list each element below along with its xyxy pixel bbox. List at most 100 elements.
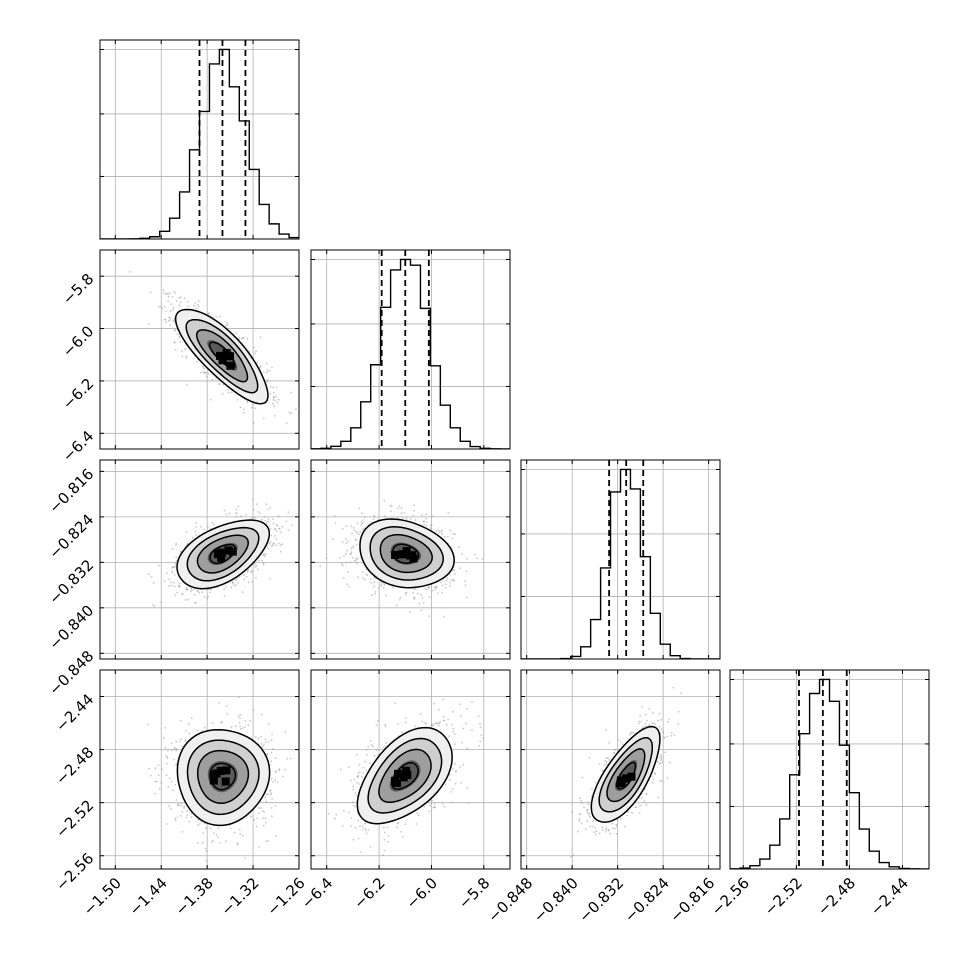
sample-point — [178, 297, 181, 299]
scatter-panel-1-0 — [99, 249, 300, 450]
contour-line — [391, 762, 419, 790]
sample-point — [165, 755, 167, 757]
sample-point — [174, 349, 177, 351]
sample-point — [664, 751, 666, 754]
sample-point — [413, 509, 415, 512]
sample-point — [357, 776, 359, 778]
sample-point — [181, 355, 184, 358]
sample-point — [409, 610, 411, 613]
sample-point — [230, 391, 233, 394]
sample-point — [587, 803, 590, 806]
sample-point — [354, 826, 357, 829]
sample-point — [601, 826, 604, 829]
sample-point — [452, 727, 455, 730]
sample-point — [431, 725, 434, 727]
sample-point — [466, 787, 469, 790]
sample-point — [265, 821, 268, 824]
contour-line — [369, 526, 444, 581]
sample-point — [257, 812, 260, 815]
sample-point — [256, 503, 258, 506]
y-tick-label: −6.4 — [59, 427, 97, 465]
sample-point — [357, 576, 360, 579]
sample-point — [441, 584, 444, 587]
sample-point — [185, 816, 188, 819]
sample-point — [476, 557, 478, 560]
density-peak — [215, 549, 224, 558]
sample-point — [179, 719, 182, 722]
sample-point — [266, 362, 268, 365]
sample-point — [158, 564, 161, 567]
panel-content — [730, 670, 929, 869]
sample-point — [194, 302, 197, 304]
sample-point — [352, 526, 355, 529]
sample-point — [226, 324, 229, 326]
sample-point — [367, 745, 370, 748]
sample-point — [348, 586, 350, 588]
sample-point — [461, 741, 463, 744]
sample-point — [425, 513, 428, 516]
density-peak — [622, 774, 631, 783]
sample-point — [375, 749, 378, 751]
sample-point — [223, 595, 226, 597]
sample-point — [432, 723, 434, 726]
sample-point — [619, 741, 622, 743]
sample-point — [187, 300, 189, 303]
sample-point — [246, 401, 249, 404]
sample-point — [253, 346, 255, 349]
sample-point — [174, 819, 177, 821]
sample-point — [447, 718, 450, 721]
sample-point — [401, 516, 404, 519]
sample-point — [623, 825, 626, 828]
sample-point — [239, 833, 242, 836]
sample-point — [642, 725, 645, 728]
sample-point — [608, 741, 611, 744]
y-tick-label: −0.840 — [45, 601, 97, 653]
sample-point — [272, 386, 275, 389]
sample-point — [171, 547, 174, 550]
sample-point — [585, 828, 587, 830]
sample-point — [254, 516, 257, 519]
sample-point — [290, 391, 293, 394]
sample-point — [175, 300, 178, 303]
sample-point — [268, 370, 271, 372]
sample-point — [232, 583, 234, 585]
sample-point — [465, 570, 468, 573]
sample-point — [651, 781, 654, 784]
y-tick-label: −0.824 — [45, 510, 97, 562]
sample-point — [334, 522, 337, 524]
sample-point — [441, 533, 443, 535]
sample-point — [205, 850, 208, 852]
sample-point — [168, 777, 171, 780]
panel-content — [100, 250, 299, 449]
density-peak — [222, 349, 231, 357]
sample-point — [346, 549, 349, 552]
sample-point — [262, 744, 265, 747]
sample-point — [271, 366, 273, 369]
sample-point — [225, 513, 228, 516]
sample-point — [193, 304, 196, 307]
sample-point — [211, 378, 214, 381]
sample-point — [386, 826, 389, 829]
contour-line — [392, 543, 420, 564]
sample-point — [608, 759, 610, 761]
sample-point — [429, 804, 431, 807]
sample-point — [266, 380, 268, 383]
sample-point — [278, 768, 281, 770]
sample-point — [269, 790, 272, 792]
sample-point — [247, 581, 250, 584]
sample-point — [252, 422, 255, 424]
sample-point — [265, 741, 267, 744]
sample-point — [453, 743, 456, 745]
scatter-panel-2-1 — [310, 459, 511, 660]
x-tick-label: −0.840 — [530, 874, 582, 926]
sample-point — [593, 831, 596, 834]
sample-point — [273, 542, 275, 544]
sample-point — [451, 723, 453, 726]
sample-point — [454, 782, 457, 785]
sample-point — [265, 522, 268, 524]
sample-point — [239, 714, 242, 716]
sample-point — [442, 715, 445, 718]
sample-point — [462, 727, 465, 730]
sample-point — [362, 528, 364, 531]
sample-point — [166, 762, 168, 765]
